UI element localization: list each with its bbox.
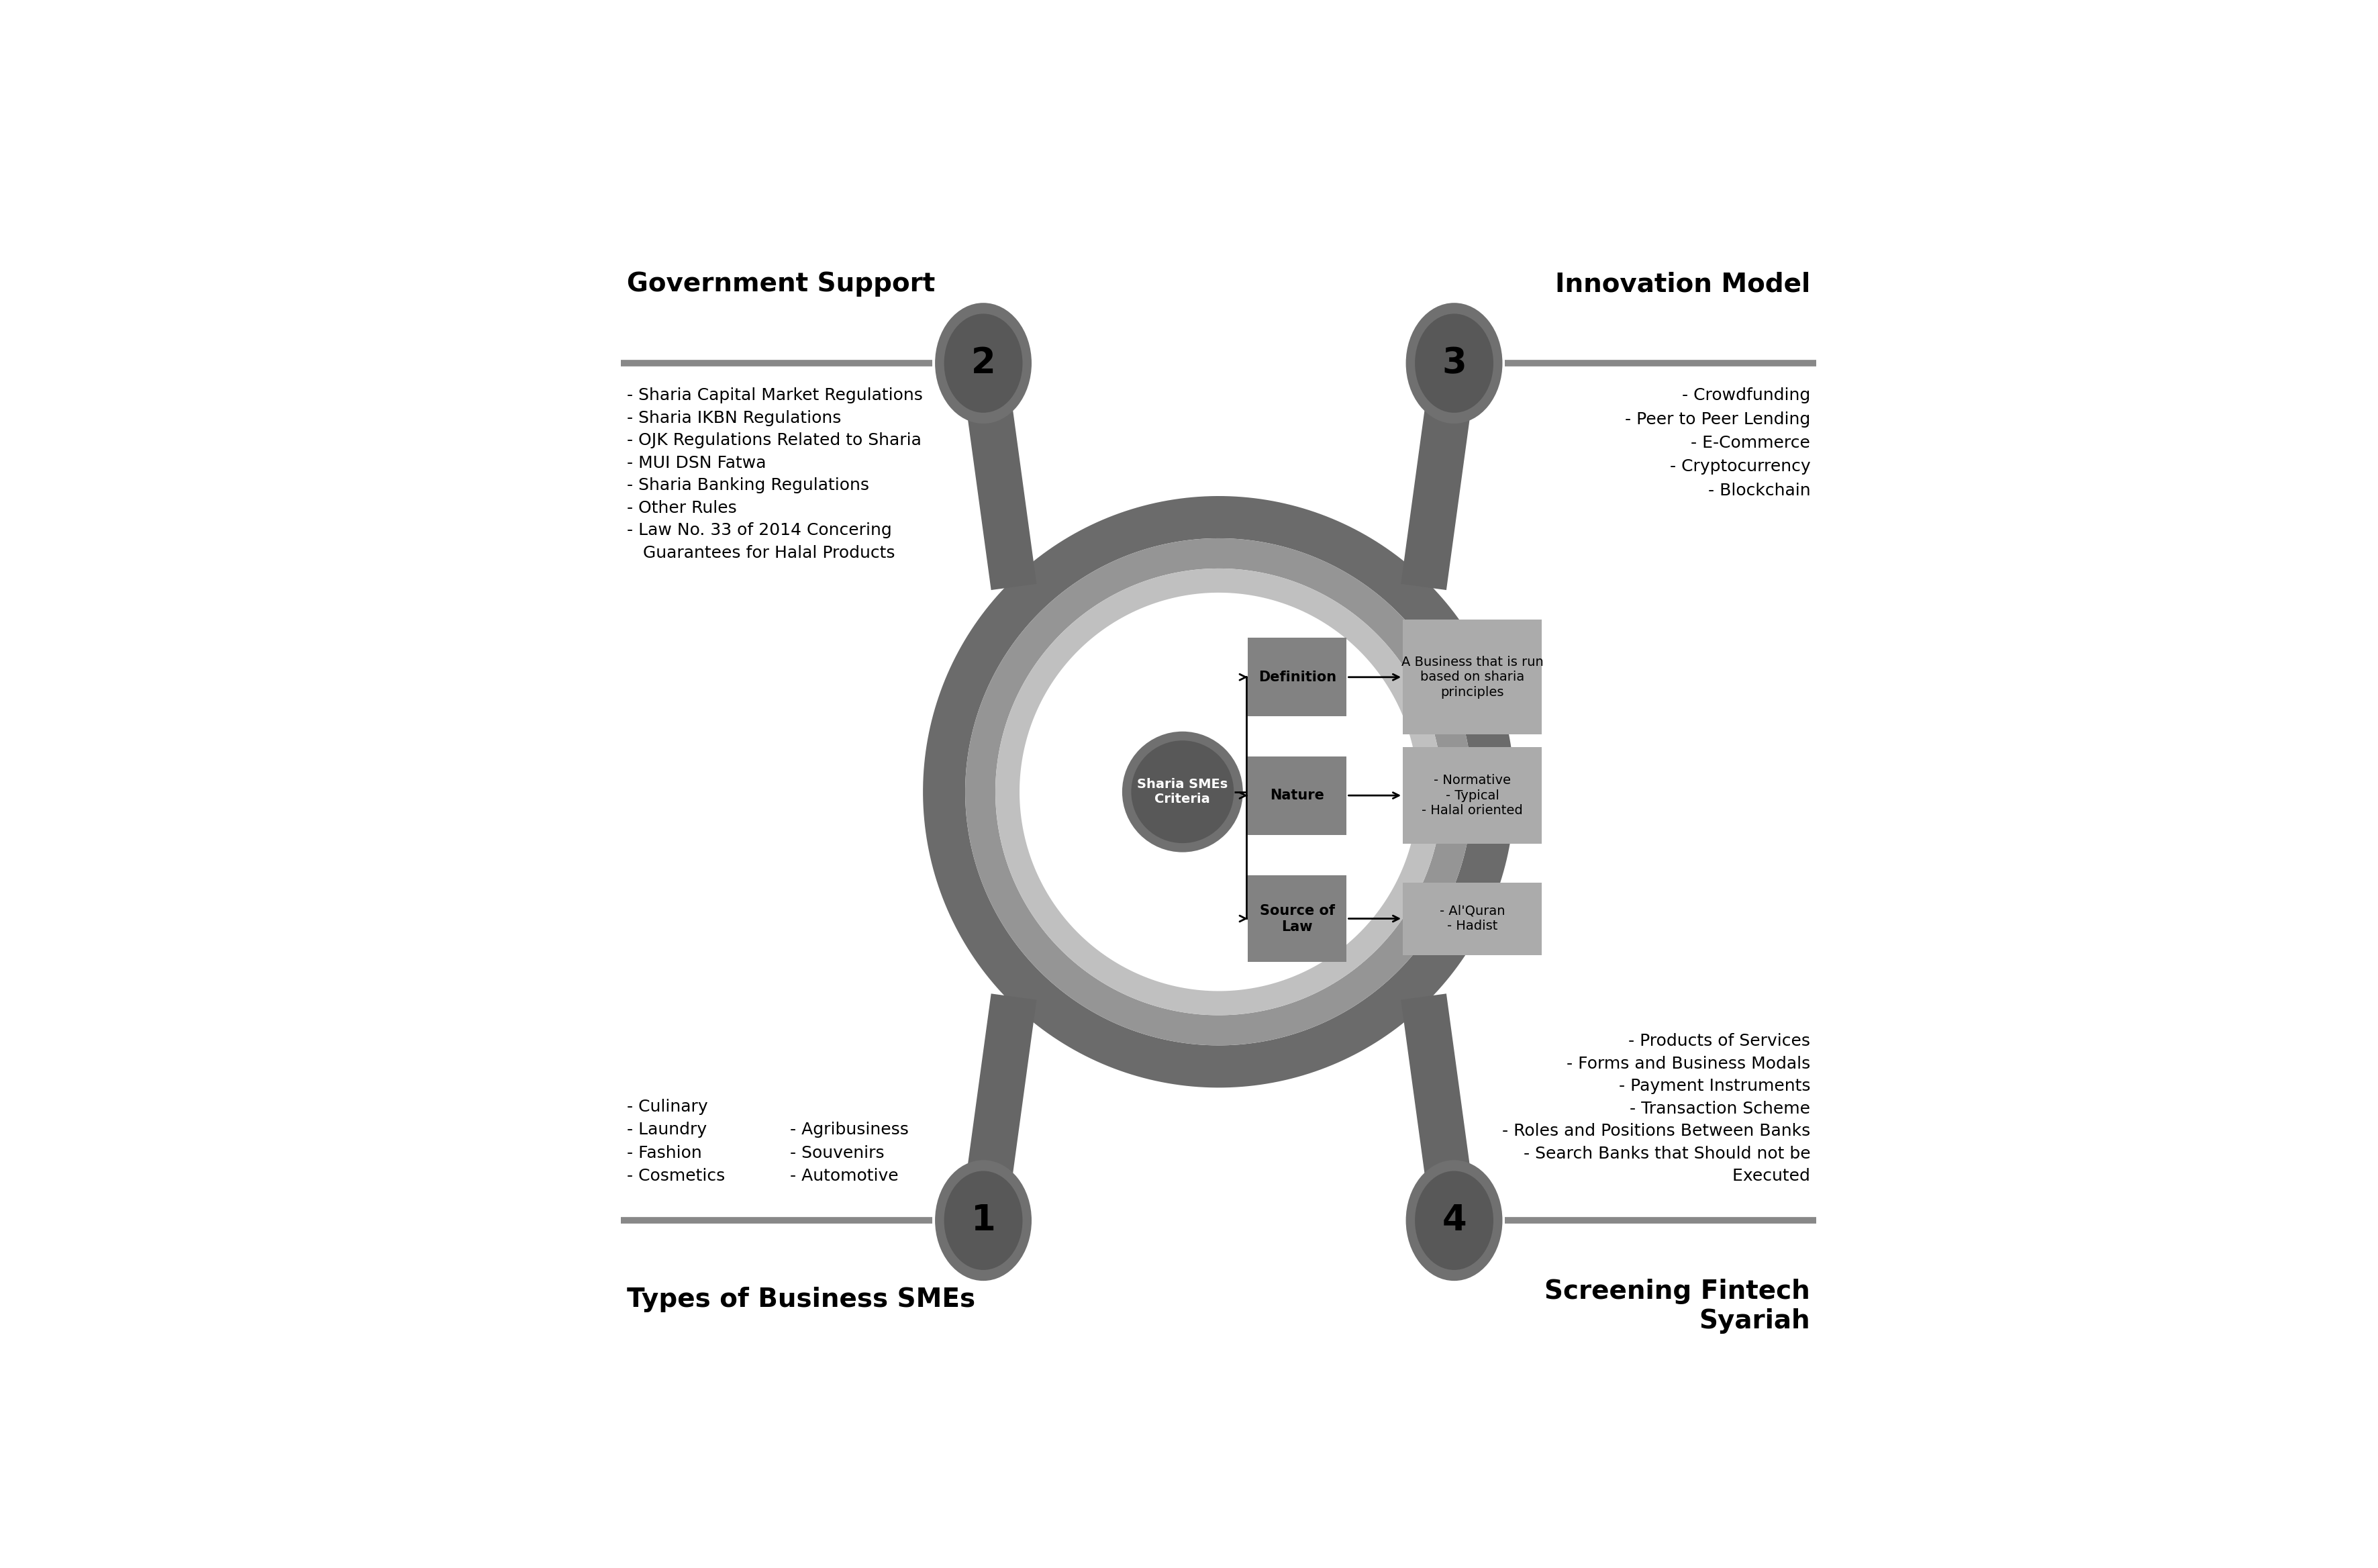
Ellipse shape	[935, 1160, 1032, 1281]
Text: - Normative
- Typical
- Halal oriented: - Normative - Typical - Halal oriented	[1422, 775, 1522, 817]
Text: - Products of Services
- Forms and Business Modals
- Payment Instruments
- Trans: - Products of Services - Forms and Busin…	[1503, 1033, 1810, 1184]
FancyBboxPatch shape	[1248, 638, 1346, 717]
Polygon shape	[965, 538, 1472, 1046]
Text: 1: 1	[970, 1203, 996, 1237]
Text: Government Support: Government Support	[628, 271, 935, 296]
Polygon shape	[1401, 994, 1477, 1223]
FancyBboxPatch shape	[1403, 748, 1541, 844]
Text: Screening Fintech
Syariah: Screening Fintech Syariah	[1546, 1278, 1810, 1333]
Text: Sharia SMEs
Criteria: Sharia SMEs Criteria	[1137, 778, 1227, 806]
FancyBboxPatch shape	[1248, 875, 1346, 963]
Polygon shape	[923, 495, 1515, 1088]
Text: Source of
Law: Source of Law	[1260, 903, 1334, 933]
Text: - Culinary
- Laundry
- Fashion
- Cosmetics: - Culinary - Laundry - Fashion - Cosmeti…	[628, 1099, 725, 1184]
Text: 4: 4	[1441, 1203, 1467, 1237]
Ellipse shape	[1132, 740, 1234, 844]
Text: - Agribusiness
- Souvenirs
- Automotive: - Agribusiness - Souvenirs - Automotive	[789, 1121, 908, 1184]
FancyBboxPatch shape	[1403, 619, 1541, 734]
Text: Definition: Definition	[1258, 671, 1336, 684]
Text: A Business that is run
based on sharia
principles: A Business that is run based on sharia p…	[1401, 655, 1543, 699]
FancyBboxPatch shape	[1403, 883, 1541, 955]
Ellipse shape	[944, 314, 1023, 412]
Text: - Crowdfunding
- Peer to Peer Lending
- E-Commerce
- Cryptocurrency
- Blockchain: - Crowdfunding - Peer to Peer Lending - …	[1624, 387, 1810, 499]
Text: Innovation Model: Innovation Model	[1555, 271, 1810, 296]
Text: - Sharia Capital Market Regulations
- Sharia IKBN Regulations
- OJK Regulations : - Sharia Capital Market Regulations - Sh…	[628, 387, 923, 561]
Ellipse shape	[1405, 303, 1503, 423]
Ellipse shape	[1415, 314, 1493, 412]
Ellipse shape	[1405, 1160, 1503, 1281]
Polygon shape	[996, 569, 1441, 1014]
Polygon shape	[961, 994, 1037, 1223]
FancyBboxPatch shape	[1248, 756, 1346, 834]
Text: 2: 2	[970, 347, 996, 381]
Ellipse shape	[935, 303, 1032, 423]
Ellipse shape	[944, 1171, 1023, 1270]
Polygon shape	[961, 361, 1037, 590]
Polygon shape	[1401, 361, 1477, 590]
Text: Types of Business SMEs: Types of Business SMEs	[628, 1287, 975, 1312]
Ellipse shape	[1415, 1171, 1493, 1270]
Text: Nature: Nature	[1270, 789, 1325, 803]
Ellipse shape	[1122, 732, 1244, 853]
Text: 3: 3	[1441, 347, 1467, 381]
Text: - Al'Quran
- Hadist: - Al'Quran - Hadist	[1439, 905, 1505, 933]
